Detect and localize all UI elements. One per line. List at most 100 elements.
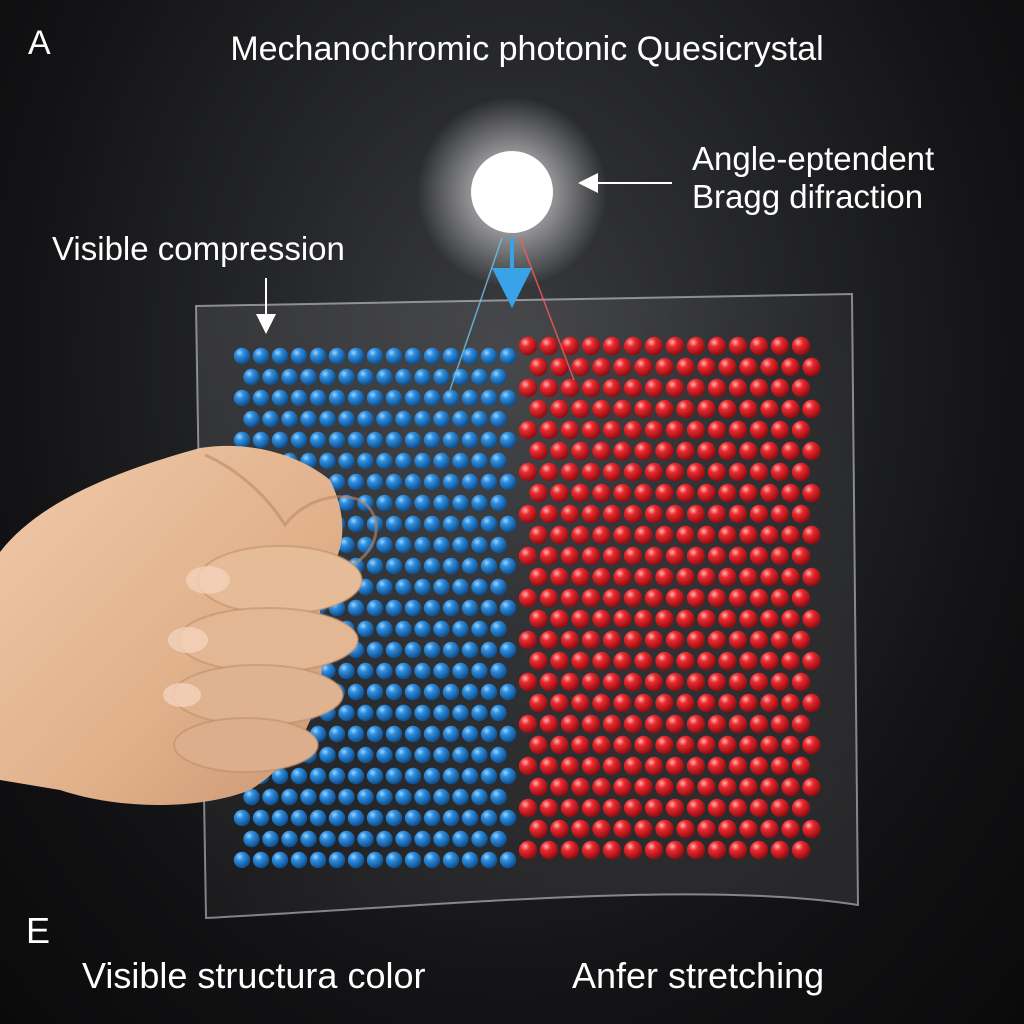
lattice-bead [728,462,748,482]
lattice-bead [749,672,769,692]
lattice-bead [644,840,664,860]
lattice-bead [385,389,403,407]
lattice-bead [385,347,403,365]
lattice-bead [802,483,821,503]
hand-illustration [0,445,378,805]
lattice-bead [686,756,706,776]
lattice-bead [376,452,393,470]
lattice-bead [442,851,460,869]
lattice-bead [718,609,737,629]
structural-color-label: Visible structura color [82,955,426,996]
lattice-bead [271,851,289,869]
lattice-bead [366,557,384,575]
lattice-bead [686,378,706,398]
lattice-bead [613,819,632,839]
lattice-bead [518,630,538,650]
lattice-bead [252,431,270,449]
lattice-bead [581,420,601,440]
lattice-bead [539,420,559,440]
figure-title: Mechanochromic photonic Quesicrystal [230,30,824,68]
bragg-label-line-1: Angle-eptendent [692,140,935,177]
lattice-bead [499,389,517,407]
lattice-bead [529,483,548,503]
lattice-bead [376,830,393,848]
lattice-bead [480,557,498,575]
lattice-bead [490,746,507,764]
lattice-bead [655,651,674,671]
lattice-bead [395,578,412,596]
lattice-bead [550,483,569,503]
lattice-bead [560,840,580,860]
lattice-bead [613,441,632,461]
lattice-bead [423,851,441,869]
lattice-bead [728,378,748,398]
lattice-bead [471,494,488,512]
lattice-bead [781,735,800,755]
lattice-bead [760,819,779,839]
lattice-bead [376,494,393,512]
lattice-bead [623,672,643,692]
lattice-bead [749,336,769,356]
lattice-bead [550,819,569,839]
lattice-bead [676,525,695,545]
lattice-bead [529,651,548,671]
lattice-bead [676,777,695,797]
lattice-bead [791,714,811,734]
lattice-bead [300,830,317,848]
lattice-bead [623,462,643,482]
lattice-bead [271,809,289,827]
lattice-bead [338,368,355,386]
lattice-bead [518,462,538,482]
lattice-bead [791,546,811,566]
lattice-bead [490,494,507,512]
lattice-bead [602,504,622,524]
lattice-bead [414,788,431,806]
lattice-bead [433,662,450,680]
lattice-bead [665,420,685,440]
lattice-bead [791,588,811,608]
lattice-bead [452,830,469,848]
lattice-bead [414,536,431,554]
lattice-bead [749,756,769,776]
lattice-bead [376,620,393,638]
lattice-bead [480,641,498,659]
lattice-bead [281,368,298,386]
lattice-bead [499,347,517,365]
lattice-bead [442,725,460,743]
lattice-bead [760,693,779,713]
lattice-bead [442,599,460,617]
lattice-bead [423,557,441,575]
lattice-bead [644,378,664,398]
lattice-bead [781,651,800,671]
lattice-bead [442,683,460,701]
lattice-bead [728,504,748,524]
lattice-bead [490,368,507,386]
lattice-bead [581,714,601,734]
lattice-bead [623,504,643,524]
lattice-bead [347,851,365,869]
lattice-bead [739,357,758,377]
lattice-bead [442,557,460,575]
lattice-bead [366,683,384,701]
lattice-bead [529,819,548,839]
lattice-bead [592,357,611,377]
lattice-bead [728,420,748,440]
lattice-bead [802,651,821,671]
lattice-bead [442,515,460,533]
lattice-bead [592,525,611,545]
lattice-bead [749,588,769,608]
lattice-bead [471,578,488,596]
lattice-bead [665,378,685,398]
lattice-bead [395,452,412,470]
lattice-bead [571,567,590,587]
lattice-bead [385,725,403,743]
panel-letter-a: A [28,24,51,62]
lattice-bead [271,767,289,785]
lattice-bead [328,809,346,827]
lattice-bead [728,756,748,776]
lattice-bead [749,462,769,482]
lattice-bead [385,641,403,659]
lattice-bead [560,798,580,818]
lattice-bead [644,504,664,524]
lattice-bead [560,630,580,650]
